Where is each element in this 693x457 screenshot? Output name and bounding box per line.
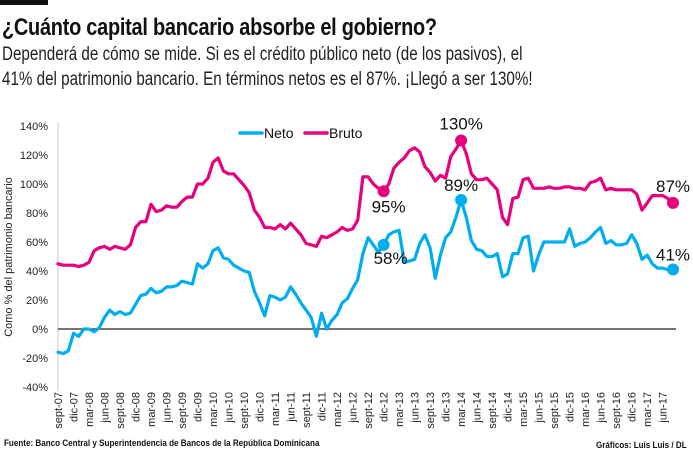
x-tick-label: dic-07: [69, 392, 81, 422]
y-tick-label: -20%: [22, 353, 48, 365]
y-tick-label: 120%: [20, 150, 48, 162]
annotation-label: 41%: [656, 246, 690, 265]
x-tick-label: jun-17: [658, 392, 670, 424]
x-tick-label: dic-11: [317, 392, 329, 421]
y-axis-label: Como % del patrimonio bancario: [3, 177, 15, 337]
x-tick-label: dic-08: [131, 392, 143, 422]
x-tick-label: dic-14: [503, 392, 515, 422]
x-tick-label: sept-10: [239, 392, 251, 429]
annotation-dot-neto: [455, 193, 468, 206]
x-tick-label: mar-10: [208, 392, 220, 427]
x-tick-label: mar-08: [84, 392, 96, 427]
annotation-dot-bruto: [667, 196, 679, 209]
x-tick-label: dic-10: [255, 392, 267, 422]
y-tick-label: 20%: [26, 295, 48, 307]
x-tick-label: sept-16: [611, 392, 623, 429]
x-tick-label: dic-12: [379, 392, 391, 422]
x-tick-label: mar-13: [394, 392, 406, 427]
annotation-label: 95%: [372, 197, 406, 216]
x-tick-label: sept-13: [425, 392, 437, 429]
y-tick-label: 80%: [26, 208, 48, 220]
x-tick-label: jun-09: [162, 392, 174, 424]
x-tick-label: mar-15: [518, 392, 530, 427]
y-tick-label: 0%: [32, 324, 48, 336]
x-tick-label: jun-13: [410, 392, 422, 424]
x-tick-label: dic-15: [565, 392, 577, 422]
x-tick-label: sept-12: [363, 392, 375, 429]
x-tick-label: dic-13: [441, 392, 453, 422]
source-note: Fuente: Banco Central y Superintendencia…: [4, 438, 320, 449]
x-tick-label: sept-11: [301, 392, 313, 428]
x-tick-label: sept-08: [115, 392, 127, 429]
annotation-label: 58%: [374, 249, 408, 268]
x-tick-label: jun-14: [472, 392, 484, 424]
y-tick-label: -40%: [22, 382, 48, 394]
annotation-label: 87%: [656, 177, 690, 196]
x-tick-label: sept-09: [177, 392, 189, 429]
annotation-dot-neto: [377, 238, 390, 251]
chart-subtitle: Dependerá de cómo se mide. Si es el créd…: [2, 42, 533, 92]
x-tick-label: mar-14: [456, 392, 468, 427]
x-tick-label: dic-16: [627, 392, 639, 422]
legend-label-neto: Neto: [264, 125, 294, 141]
series-line-bruto: [56, 138, 675, 269]
x-tick-label: jun-11: [286, 392, 298, 423]
y-tick-label: 60%: [26, 237, 48, 249]
y-tick-label: 140%: [20, 121, 48, 133]
credit-note: Gráficos: Luis Luis / DL: [596, 440, 687, 451]
subtitle-line-1: Dependerá de cómo se mide. Si es el créd…: [2, 44, 523, 65]
annotation-dot-neto: [667, 263, 679, 276]
x-tick-label: mar-11: [270, 392, 282, 426]
x-tick-label: jun-12: [348, 392, 360, 424]
chart-title: ¿Cuánto capital bancario absorbe el gobi…: [2, 14, 437, 41]
annotation-dot-bruto: [455, 134, 468, 147]
x-tick-label: mar-16: [580, 392, 592, 427]
x-tick-label: sept-15: [549, 392, 561, 429]
x-tick-label: dic-09: [193, 392, 205, 422]
y-tick-label: 40%: [26, 266, 48, 278]
annotation-dot-bruto: [377, 185, 390, 198]
x-tick-label: jun-10: [224, 392, 236, 424]
y-tick-label: 100%: [20, 179, 48, 191]
legend-label-bruto: Bruto: [329, 125, 363, 141]
x-tick-label: mar-12: [332, 392, 344, 427]
x-tick-label: mar-17: [642, 392, 654, 427]
x-tick-label: jun-08: [100, 392, 112, 424]
x-tick-label: sept-14: [487, 392, 499, 429]
annotation-label: 89%: [444, 176, 478, 195]
header-accent-bar: [0, 0, 48, 5]
x-tick-label: jun-15: [534, 392, 546, 424]
series-line-neto: [56, 198, 675, 356]
x-tick-label: jun-16: [596, 392, 608, 424]
annotation-label: 130%: [439, 115, 482, 134]
x-tick-label: sept-07: [53, 392, 65, 429]
subtitle-line-2: 41% del patrimonio bancario. En términos…: [2, 69, 533, 90]
x-tick-label: mar-09: [146, 392, 158, 427]
